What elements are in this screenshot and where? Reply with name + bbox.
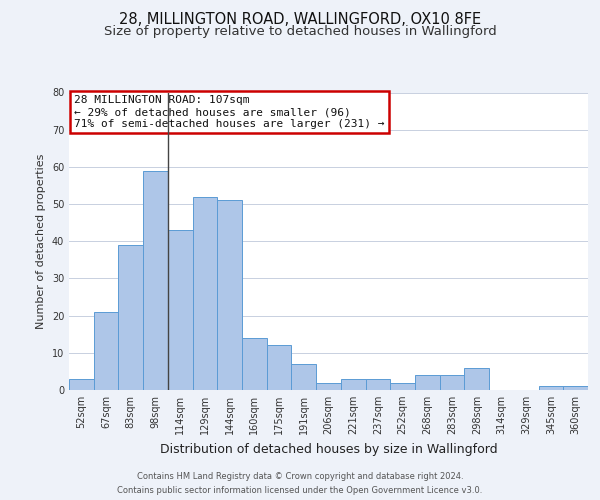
Bar <box>415 375 440 390</box>
Text: 28, MILLINGTON ROAD, WALLINGFORD, OX10 8FE: 28, MILLINGTON ROAD, WALLINGFORD, OX10 8… <box>119 12 481 28</box>
Bar <box>464 368 489 390</box>
Y-axis label: Number of detached properties: Number of detached properties <box>36 154 46 329</box>
Text: Size of property relative to detached houses in Wallingford: Size of property relative to detached ho… <box>104 25 496 38</box>
Bar <box>168 230 193 390</box>
Bar <box>390 382 415 390</box>
Bar <box>440 375 464 390</box>
Bar <box>563 386 588 390</box>
Bar <box>143 170 168 390</box>
Bar <box>365 379 390 390</box>
Bar <box>341 379 365 390</box>
Bar <box>69 379 94 390</box>
Bar <box>539 386 563 390</box>
Text: Contains public sector information licensed under the Open Government Licence v3: Contains public sector information licen… <box>118 486 482 495</box>
Bar <box>292 364 316 390</box>
Bar <box>118 245 143 390</box>
Text: Contains HM Land Registry data © Crown copyright and database right 2024.: Contains HM Land Registry data © Crown c… <box>137 472 463 481</box>
Bar <box>94 312 118 390</box>
Bar <box>316 382 341 390</box>
Bar <box>193 196 217 390</box>
Text: 28 MILLINGTON ROAD: 107sqm
← 29% of detached houses are smaller (96)
71% of semi: 28 MILLINGTON ROAD: 107sqm ← 29% of deta… <box>74 96 385 128</box>
Bar <box>267 346 292 390</box>
Bar <box>242 338 267 390</box>
X-axis label: Distribution of detached houses by size in Wallingford: Distribution of detached houses by size … <box>160 442 497 456</box>
Bar <box>217 200 242 390</box>
